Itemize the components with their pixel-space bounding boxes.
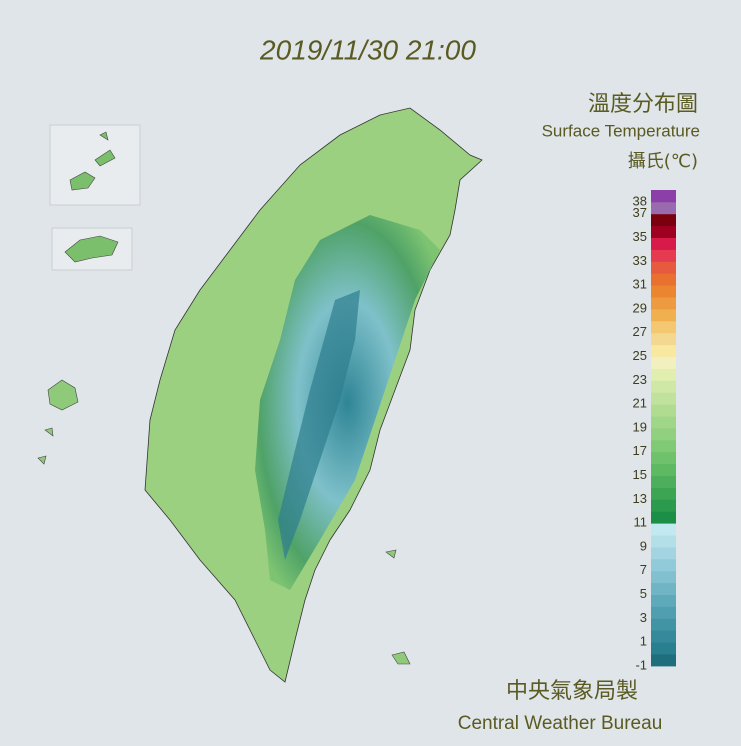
legend-tick-label: 23: [633, 372, 647, 387]
color-band: [651, 213, 676, 227]
legend-tick-label: 7: [640, 562, 647, 577]
footer-agency: 中央氣象局製: [506, 679, 638, 704]
color-band: [651, 416, 676, 429]
penghu-islands: [37, 379, 79, 465]
legend-tick-label: 31: [633, 277, 647, 292]
timestamp: 2019/11/30 21:00: [259, 34, 476, 65]
color-band: [651, 463, 676, 476]
inset-box: [49, 124, 141, 206]
color-band: [651, 201, 676, 215]
legend-subtitle: Surface Temperature: [542, 121, 700, 140]
color-band: [651, 190, 676, 203]
color-band: [651, 558, 676, 572]
color-band: [651, 225, 676, 238]
legend-tick-label: 25: [633, 348, 647, 363]
legend-tick-label: 15: [633, 467, 647, 482]
legend-tick-label: 17: [633, 443, 647, 458]
legend-tick-label: 3: [640, 610, 647, 625]
legend-tick-label: 21: [633, 396, 647, 411]
color-band: [651, 523, 676, 536]
legend-tick-label: 5: [640, 586, 647, 601]
color-band: [651, 570, 676, 584]
color-band: [651, 332, 676, 346]
legend-tick-label: 35: [633, 229, 647, 244]
inset-island: [64, 235, 119, 263]
color-band: [651, 451, 676, 465]
footer-agency-en: Central Weather Bureau: [458, 713, 663, 734]
color-band: [651, 582, 676, 595]
color-band: [651, 606, 676, 619]
legend-tick-label: 9: [640, 538, 647, 553]
legend-tick-label: 37: [633, 205, 647, 220]
legend-tick-label: 38: [633, 193, 647, 208]
legend-unit: 攝氏(℃): [628, 151, 698, 172]
color-band: [651, 249, 676, 262]
color-band: [651, 297, 676, 310]
color-band: [651, 428, 676, 441]
color-band: [651, 594, 676, 607]
color-band: [651, 511, 676, 524]
color-band: [651, 392, 676, 405]
legend-tick-label: 19: [633, 419, 647, 434]
high-peaks: [278, 290, 360, 560]
color-band: [651, 273, 676, 286]
color-band: [651, 642, 676, 655]
color-band: [651, 439, 676, 453]
color-band: [651, 475, 676, 488]
color-band: [651, 309, 676, 322]
legend-tick-label: 1: [640, 634, 647, 649]
legend-tick-label: 13: [633, 491, 647, 506]
color-band: [651, 547, 676, 560]
color-band: [651, 630, 676, 643]
legend-tick-label: 33: [633, 253, 647, 268]
color-band: [651, 285, 676, 298]
color-band: [651, 380, 676, 393]
islet: [385, 549, 411, 665]
color-band: [651, 618, 676, 631]
color-band: [651, 535, 676, 548]
color-band: [651, 499, 676, 512]
color-band: [651, 487, 676, 500]
legend-tick-label: -1: [635, 657, 647, 672]
color-band: [651, 356, 676, 369]
legend-title: 溫度分布圖: [588, 92, 698, 117]
legend-tick-label: 11: [634, 515, 648, 530]
color-band: [651, 368, 676, 381]
color-band: [651, 320, 676, 334]
color-band: [651, 344, 676, 357]
color-band: [651, 404, 676, 417]
color-band: [651, 261, 676, 274]
legend-tick-label: 27: [633, 324, 647, 339]
legend-tick-label: 29: [633, 300, 647, 315]
color-band: [651, 237, 676, 250]
inset-island: [69, 131, 116, 191]
color-band: [651, 654, 676, 667]
